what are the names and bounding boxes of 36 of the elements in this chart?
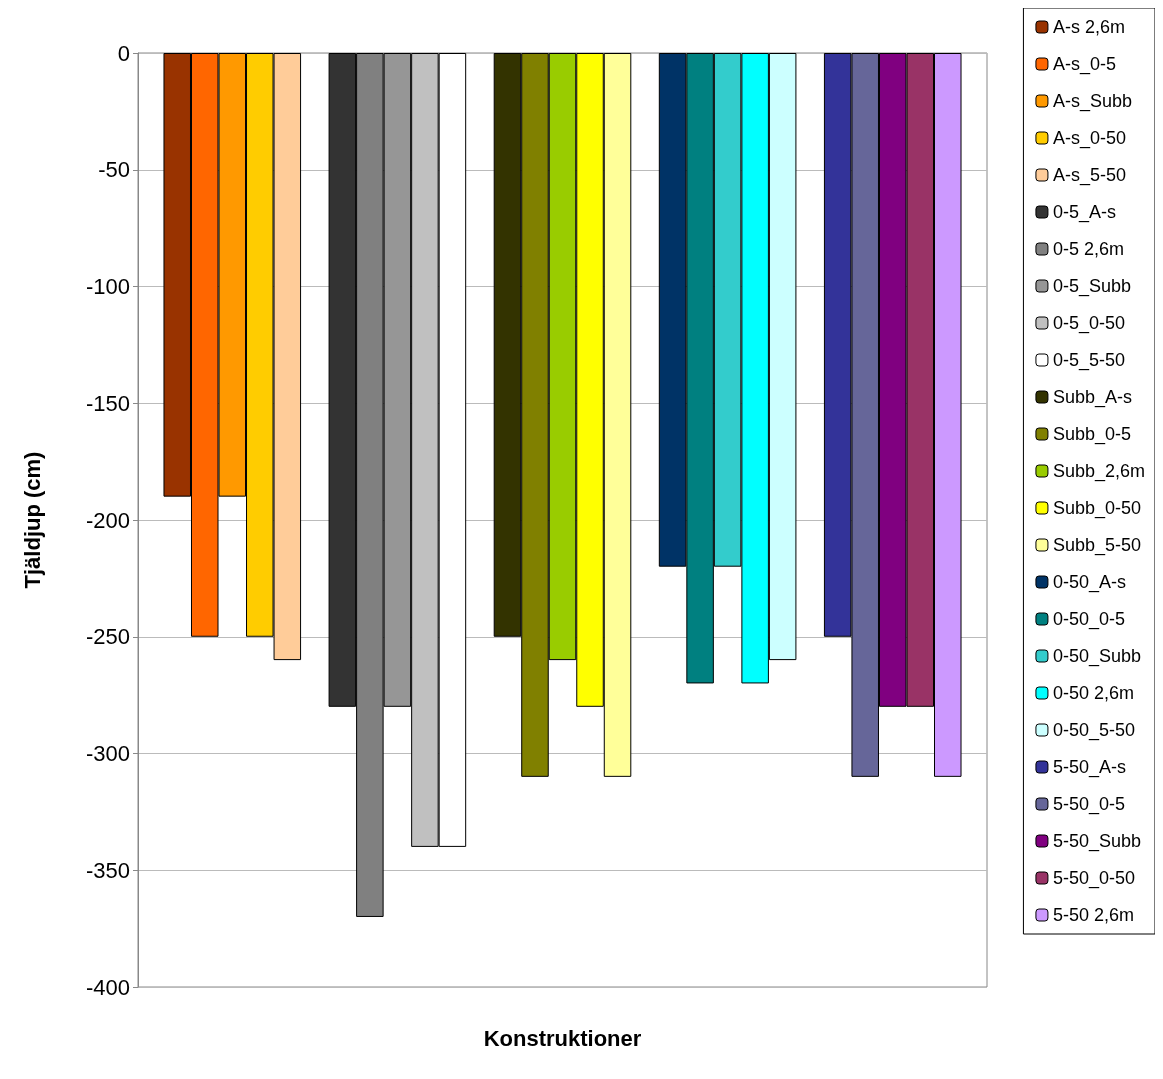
- y-tick-label: -300: [85, 741, 130, 766]
- y-tick-label: -200: [85, 507, 130, 533]
- legend-label: 5-50_A-s: [1052, 757, 1126, 778]
- legend-label: A-s_0-5: [1052, 54, 1116, 75]
- legend-label: 0-50_Subb: [1052, 646, 1142, 667]
- y-tick-label: -50: [98, 157, 130, 183]
- x-axis-title: Konstruktioner: [483, 1025, 642, 1051]
- legend-label: 0-5 2,6m: [1052, 239, 1124, 259]
- legend-label: A-s_5-50: [1052, 165, 1126, 186]
- legend-label: 5-50_0-5: [1052, 794, 1125, 815]
- legend-label: 0-50_5-50: [1052, 720, 1136, 741]
- y-axis-title: Tjäldjup (cm): [19, 451, 45, 589]
- y-tick-label: -100: [85, 274, 130, 299]
- y-tick-label: -250: [85, 624, 130, 650]
- legend-label: 0-50_0-5: [1052, 609, 1125, 630]
- legend-label: Subb_5-50: [1052, 535, 1142, 556]
- legend-label: 0-5_0-50: [1052, 313, 1125, 334]
- legend-label: A-s 2,6m: [1052, 17, 1125, 37]
- legend-label: Subb_0-50: [1052, 498, 1142, 519]
- legend-label: 5-50_0-50: [1052, 868, 1136, 889]
- legend-label: A-s_Subb: [1052, 91, 1132, 112]
- legend-label: Subb_2,6m: [1052, 461, 1146, 482]
- legend-label: 0-50_A-s: [1052, 572, 1126, 593]
- legend-label: 5-50 2,6m: [1052, 905, 1134, 925]
- legend-label: A-s_0-50: [1052, 128, 1126, 149]
- y-tick-label: -150: [85, 390, 130, 416]
- y-tick-label: 0: [117, 40, 130, 66]
- legend-label: Subb_A-s: [1052, 387, 1132, 408]
- legend-label: 5-50_Subb: [1052, 831, 1142, 852]
- y-tick-label: -400: [85, 974, 130, 1000]
- legend-label: 0-50 2,6m: [1052, 683, 1134, 703]
- legend-label: Subb_0-5: [1052, 424, 1132, 445]
- y-tick-label: -350: [85, 857, 130, 883]
- legend-label: 0-5_5-50: [1052, 350, 1125, 371]
- legend-label: 0-5_Subb: [1052, 276, 1132, 297]
- legend-label: 0-5_A-s: [1052, 202, 1116, 223]
